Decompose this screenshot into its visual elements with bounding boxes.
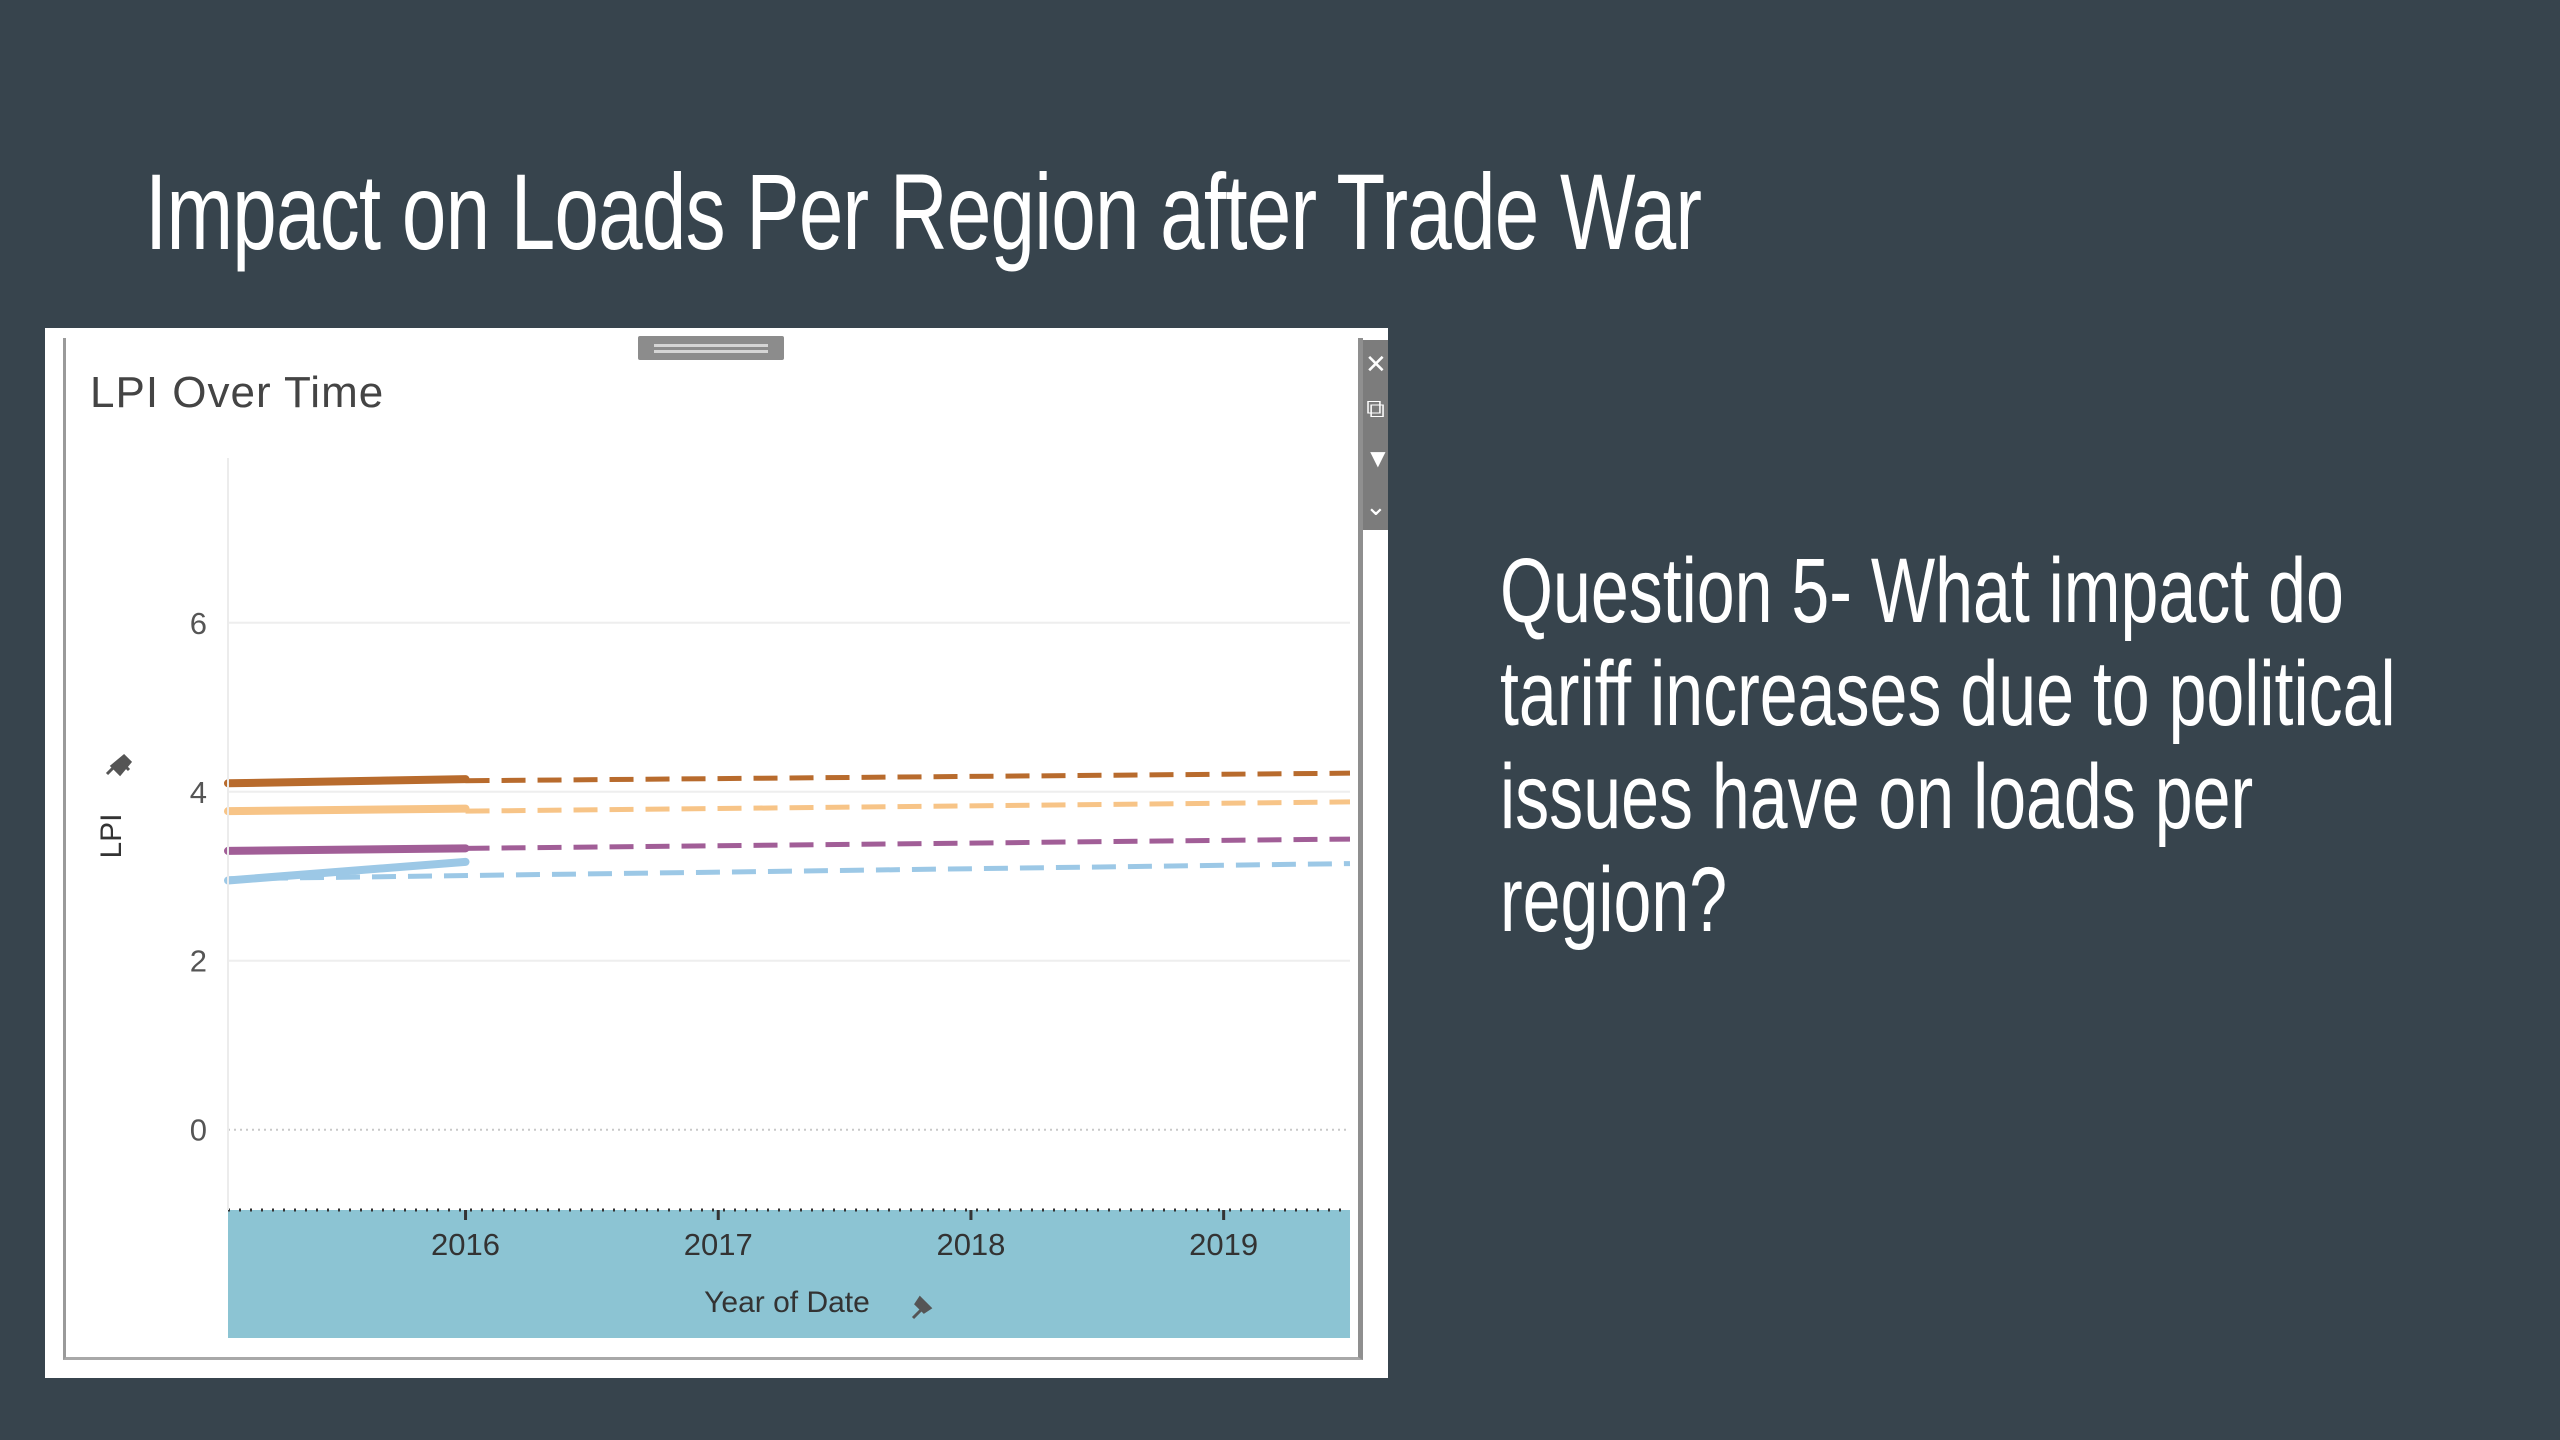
series-3-forecast-line [465,836,1351,851]
y-axis: 0 2 4 6 [190,458,229,1210]
chart-frame [63,338,1363,1360]
expand-icon[interactable]: ⧉ [1366,393,1385,423]
pin-icon[interactable] [105,753,133,777]
chart-title: LPI Over Time [90,368,385,417]
y-axis-title: LPI [95,813,128,858]
series-4-actual-line [224,857,470,885]
x-tick-label: 2019 [1189,1227,1258,1262]
y-tick-label: 0 [190,1113,207,1148]
more-options-icon[interactable]: ⌄ [1365,491,1387,521]
x-axis: 2016 2017 2018 2019 [228,1208,1350,1262]
series-layer [224,770,1351,885]
y-tick-label: 4 [190,775,207,810]
series-2-actual-line [224,804,470,816]
close-icon[interactable]: ✕ [1365,349,1387,379]
series-4-forecast-line [227,861,1351,882]
question-text: Question 5- What impact do tariff increa… [1500,540,2396,951]
x-tick-label: 2016 [431,1227,500,1262]
series-2-forecast-line [465,799,1351,814]
slide-title: Impact on Loads Per Region after Trade W… [145,151,1702,272]
x-axis-band [228,1210,1350,1338]
x-tick-label: 2017 [684,1227,753,1262]
series-1-forecast-line [465,770,1351,784]
x-tick-label: 2018 [936,1227,1005,1262]
pin-icon[interactable] [911,1295,933,1320]
y-tick-label: 6 [190,606,207,641]
x-axis-title: Year of Date [704,1286,870,1319]
y-tick-label: 2 [190,944,207,979]
y-axis-title-group: LPI [95,753,133,859]
grid-layer [228,621,1350,1131]
lpi-line-chart: 2016 2017 2018 2019 0 2 4 6 LPI Year of Date [95,458,1351,1338]
series-1-actual-line [224,775,470,788]
chart-toolbar: ✕ ⧉ ▼ ⌄ [1363,340,1391,530]
drag-handle[interactable] [638,336,784,360]
series-3-actual-line [224,844,470,855]
